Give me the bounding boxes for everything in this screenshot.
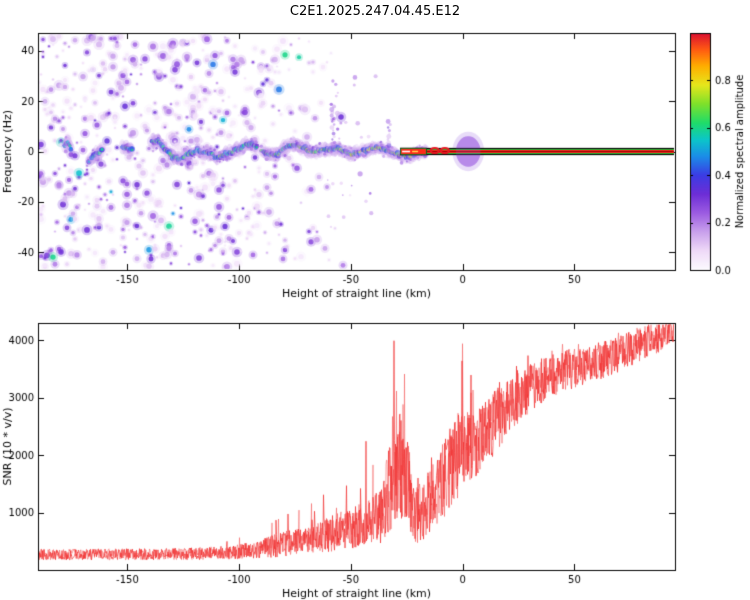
snr-panel-canvas: [0, 300, 750, 600]
spectrogram-panel-canvas: [0, 0, 750, 300]
